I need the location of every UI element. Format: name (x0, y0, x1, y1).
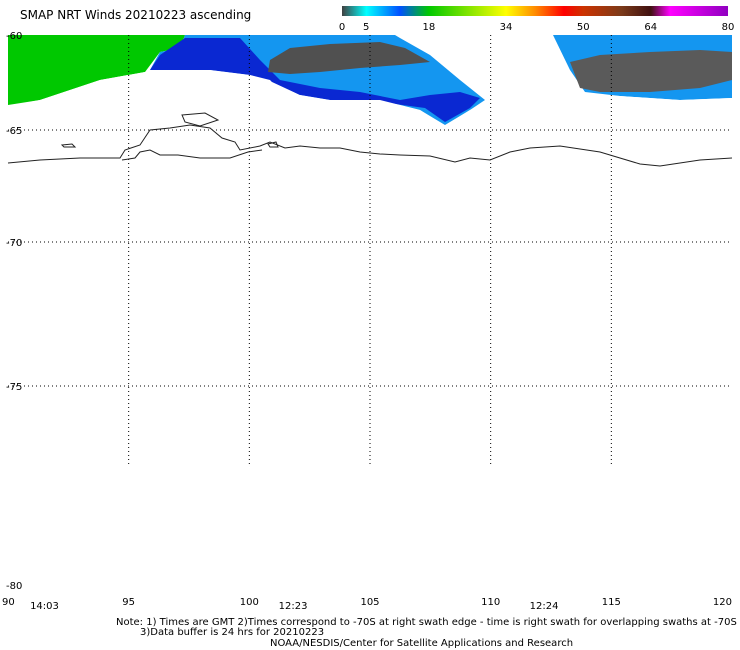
wind-swaths (8, 35, 732, 130)
lat-tick-label: -75 (6, 382, 22, 393)
island-3 (267, 141, 279, 148)
coastline (7, 124, 733, 167)
swath-time-label: 12:23 (279, 601, 308, 612)
lon-tick-label: 115 (602, 597, 621, 608)
swath-darkblue-region (150, 38, 480, 122)
lon-tick-label: 110 (481, 597, 500, 608)
color-bar-tick-label: 18 (422, 22, 435, 33)
lon-tick-label: 90 (2, 597, 15, 608)
color-bar-tick-label: 50 (577, 22, 590, 33)
map-title: SMAP NRT Winds 20210223 ascending (20, 8, 252, 22)
coastline-inner (121, 149, 263, 161)
lon-tick-label: 105 (360, 597, 379, 608)
swath-time-label: 14:03 (30, 601, 59, 612)
color-bar-tick-label: 5 (363, 22, 369, 33)
island-1 (60, 143, 77, 148)
latitude-labels: -60 -65 -70 -75 -80 (6, 31, 22, 592)
color-bar-tick-label: 34 (500, 22, 513, 33)
lon-tick-label: 95 (122, 597, 135, 608)
swath-gray-region-1 (268, 42, 430, 74)
lat-tick-label: -65 (6, 126, 22, 137)
lon-tick-label: 100 (240, 597, 259, 608)
lat-lon-grid (8, 35, 732, 465)
lat-tick-label: -60 (6, 31, 22, 42)
color-bar-tick-label: 64 (644, 22, 657, 33)
color-bar-tick-label: 0 (339, 22, 345, 33)
swath-time-label: 12:24 (530, 601, 559, 612)
lat-tick-label: -70 (6, 238, 22, 249)
color-bar-tick-label: 80 (722, 22, 735, 33)
lat-tick-label: -80 (6, 581, 22, 592)
color-bar: 0 5 18 34 50 64 80 (339, 6, 735, 33)
swath-gray-region-2 (570, 50, 732, 92)
island-2 (181, 112, 220, 127)
swath-time-labels: 14:03 12:23 12:24 (30, 601, 558, 612)
swath-green-region (8, 35, 185, 105)
color-bar-scale (342, 6, 728, 16)
note-line-1: Note: 1) Times are GMT 2)Times correspon… (116, 617, 737, 628)
note-line-2: 3)Data buffer is 24 hrs for 20210223 (140, 627, 325, 638)
note-line-3: NOAA/NESDIS/Center for Satellite Applica… (270, 638, 574, 649)
lon-tick-label: 120 (713, 597, 732, 608)
longitude-labels: 90 95 100 105 110 115 120 (2, 597, 732, 608)
